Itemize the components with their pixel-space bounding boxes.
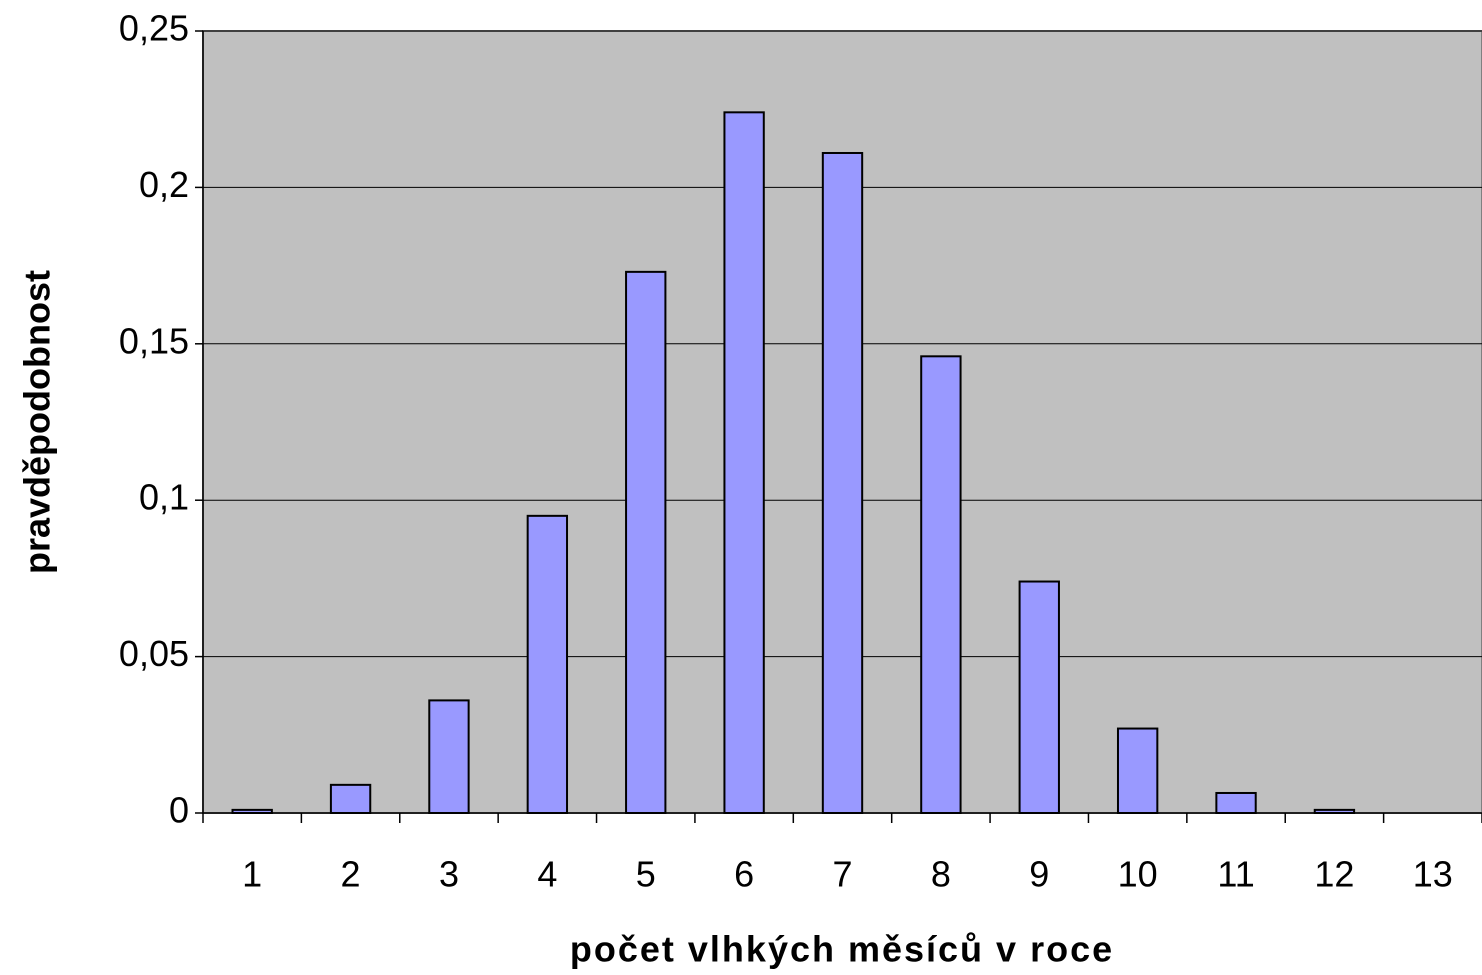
y-tick-label: 0,15 <box>119 320 189 361</box>
bar <box>723 111 765 814</box>
x-tick-label: 1 <box>242 854 262 895</box>
y-tick-label: 0 <box>169 790 189 831</box>
y-tick-label: 0,1 <box>139 477 189 518</box>
bar <box>1116 727 1159 815</box>
x-tick-label: 5 <box>636 854 656 895</box>
bar <box>1215 791 1257 814</box>
bar <box>428 699 470 815</box>
bar <box>231 808 273 815</box>
x-tick-label: 13 <box>1413 854 1453 895</box>
y-axis-label: pravděpodobnost <box>17 270 58 574</box>
bar <box>1018 580 1060 815</box>
x-tick-label: 10 <box>1118 854 1158 895</box>
x-tick-label: 3 <box>439 854 459 895</box>
bar <box>625 270 667 814</box>
x-tick-label: 8 <box>931 854 951 895</box>
x-tick-label: 6 <box>734 854 754 895</box>
y-tick-label: 0,2 <box>139 164 189 205</box>
y-tick-label: 0,05 <box>119 633 189 674</box>
x-tick-label: 9 <box>1029 854 1049 895</box>
x-tick-label: 7 <box>832 854 852 895</box>
bar <box>920 355 962 814</box>
bar <box>1313 808 1356 815</box>
bar <box>526 514 569 815</box>
x-tick-label: 2 <box>341 854 361 895</box>
bar <box>329 783 372 815</box>
x-tick-label: 11 <box>1217 854 1254 895</box>
bar <box>821 151 864 814</box>
x-axis-label: počet vlhkých měsíců v roce <box>570 929 1114 970</box>
y-tick-label: 0,25 <box>119 8 189 49</box>
x-tick-label: 12 <box>1314 854 1354 895</box>
x-tick-label: 4 <box>537 854 557 895</box>
